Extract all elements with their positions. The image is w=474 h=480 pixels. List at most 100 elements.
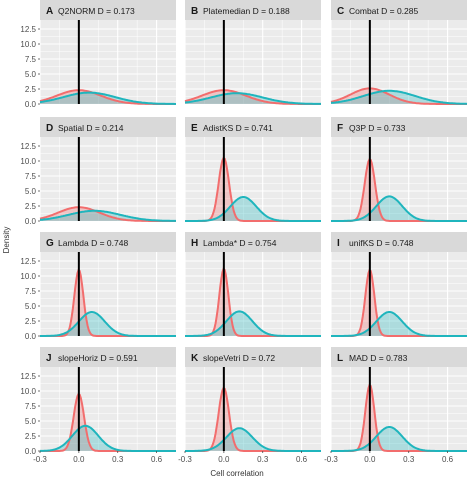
panel-letter: H	[191, 238, 198, 249]
x-tick-label: 0.3	[257, 455, 269, 464]
red-density-area	[185, 388, 321, 451]
y-tick-label: 12.5	[20, 257, 36, 266]
teal-density-line	[40, 424, 176, 452]
x-tick-label: -0.3	[324, 455, 338, 464]
panel-background	[185, 137, 321, 221]
panel-letter: B	[191, 6, 198, 17]
panel-d: D Spatial D = 0.214 0.0 2.5 5.0 7.5 10.0 12.5	[20, 117, 176, 226]
red-density-area	[331, 270, 467, 336]
x-tick-label: 0.0	[364, 455, 376, 464]
panel-title: slopeHoriz D = 0.591	[58, 353, 138, 363]
red-density-area	[185, 158, 321, 221]
teal-density-area	[331, 196, 467, 221]
teal-density-area	[331, 427, 467, 451]
y-tick-label: 7.5	[25, 172, 37, 181]
x-tick-label: -0.3	[178, 455, 192, 464]
panel-c: C Combat D = 0.285	[330, 0, 468, 105]
y-tick-label: 12.5	[20, 372, 36, 381]
x-tick-label: 0.3	[112, 455, 124, 464]
panel-background	[40, 252, 176, 336]
panel-strip	[185, 117, 321, 137]
red-density-line	[330, 87, 467, 105]
x-tick-label: 0.6	[151, 455, 163, 464]
panel-title: MAD D = 0.783	[349, 353, 408, 363]
y-tick-label: 0.0	[25, 100, 37, 109]
red-density-area	[40, 394, 176, 451]
panel-strip	[185, 347, 321, 367]
panel-strip	[331, 117, 467, 137]
panel-letter: G	[46, 238, 54, 249]
panel-letter: D	[46, 123, 53, 134]
teal-density-area	[185, 197, 321, 221]
panel-background	[331, 20, 467, 104]
panel-a: A Q2NORM D = 0.173 0.0 2.5 5.0 7.5 10.0 12.5	[20, 0, 176, 109]
x-tick-label: 0.0	[218, 455, 230, 464]
panel-l: L MAD D = 0.783 -0.3 0.0 0.3 0.6	[324, 347, 467, 464]
y-tick-label: 10.0	[20, 40, 36, 49]
panel-b: B Platemedian D = 0.188	[184, 0, 321, 105]
panel-title: Q3P D = 0.733	[349, 123, 406, 133]
red-density-area	[40, 207, 176, 221]
x-axis-title: Cell correlation	[210, 469, 263, 478]
teal-density-area	[331, 90, 467, 104]
y-tick-label: 0.0	[25, 332, 37, 341]
teal-density-line	[185, 310, 321, 337]
panel-letter: E	[191, 123, 198, 134]
x-tick-label: 0.6	[442, 455, 454, 464]
teal-density-line	[184, 92, 321, 105]
panel-letter: K	[191, 353, 199, 364]
panel-letter: A	[46, 6, 53, 17]
panel-letter: F	[337, 123, 343, 134]
y-tick-label: 10.0	[20, 272, 36, 281]
panel-strip	[40, 232, 176, 252]
red-density-area	[331, 159, 467, 221]
panel-strip	[40, 347, 176, 367]
panel-title: Spatial D = 0.214	[58, 123, 124, 133]
panel-strip	[185, 0, 321, 20]
y-tick-label: 12.5	[20, 142, 36, 151]
panel-strip	[185, 232, 321, 252]
y-tick-label: 7.5	[25, 55, 37, 64]
red-density-area	[40, 270, 176, 336]
panel-strip	[331, 347, 467, 367]
y-axis-title: Density	[2, 227, 11, 254]
x-tick-label: 0.0	[73, 455, 85, 464]
y-tick-label: 2.5	[25, 85, 37, 94]
panel-grid: A Q2NORM D = 0.173 0.0 2.5 5.0 7.5 10.0 12.5 B Pl…	[20, 0, 468, 464]
y-tick-label: 10.0	[20, 157, 36, 166]
x-tick-label: 0.6	[296, 455, 308, 464]
red-density-area	[185, 269, 321, 336]
panel-background	[185, 20, 321, 104]
y-tick-label: 2.5	[25, 432, 37, 441]
panel-background	[40, 20, 176, 104]
red-density-area	[331, 385, 467, 451]
panel-strip	[331, 232, 467, 252]
panel-title: Lambda D = 0.748	[58, 238, 128, 248]
panel-background	[40, 367, 176, 451]
panel-strip	[40, 0, 176, 20]
y-tick-label: 0.0	[25, 447, 37, 456]
panel-h: H Lambda* D = 0.754	[184, 232, 321, 337]
teal-density-line	[40, 311, 176, 337]
panel-background	[40, 137, 176, 221]
panel-background	[331, 252, 467, 336]
teal-density-line	[330, 89, 468, 105]
y-tick-label: 5.0	[25, 187, 37, 196]
teal-density-line	[331, 195, 467, 222]
panel-letter: C	[337, 6, 344, 17]
panel-title: Lambda* D = 0.754	[203, 238, 277, 248]
x-tick-label: -0.3	[33, 455, 47, 464]
panel-letter: L	[337, 353, 343, 364]
panel-title: Q2NORM D = 0.173	[58, 6, 135, 16]
teal-density-line	[39, 91, 176, 105]
teal-density-line	[185, 196, 321, 222]
teal-density-area	[331, 312, 467, 336]
y-tick-label: 5.0	[25, 70, 37, 79]
panel-background	[331, 137, 467, 221]
teal-density-line	[185, 427, 321, 452]
y-tick-label: 2.5	[25, 317, 37, 326]
panel-letter: J	[46, 353, 52, 364]
panel-letter: I	[337, 238, 340, 249]
